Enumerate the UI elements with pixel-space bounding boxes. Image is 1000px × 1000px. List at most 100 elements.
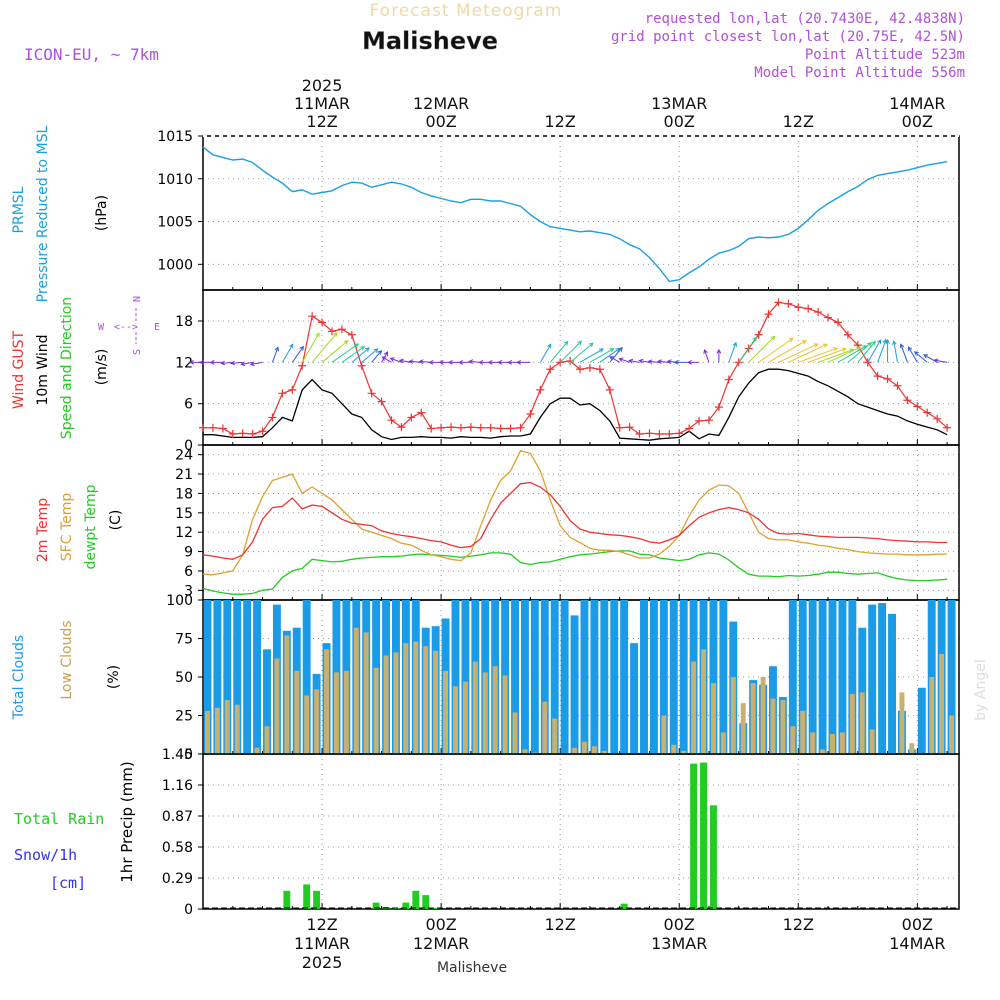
temp-sfc-label: SFC Temp xyxy=(59,493,75,562)
pressure-line xyxy=(202,146,948,283)
total-cloud-bar xyxy=(709,600,718,754)
low-cloud-bar xyxy=(691,661,697,754)
y-tick-label: 50 xyxy=(175,670,193,686)
y-tick-label: 9 xyxy=(184,545,193,561)
total-cloud-bar xyxy=(808,600,817,754)
wind-arrow-head xyxy=(867,342,872,347)
wind-arrow-head xyxy=(487,359,493,365)
temperature-labels: 2m Temp SFC Temp dewpt Temp (C) xyxy=(35,484,124,569)
time-label: 13MAR xyxy=(651,94,707,113)
wind-labels: Wind GUST 10m Wind Speed and Direction (… xyxy=(11,296,160,439)
total-cloud-bar xyxy=(798,600,807,754)
total-cloud-bar xyxy=(858,627,867,754)
wind-arrow xyxy=(817,349,854,363)
low-cloud-bar xyxy=(949,715,955,754)
dewpoint-line xyxy=(202,550,948,595)
low-cloud-bar xyxy=(492,666,498,754)
gust-marker xyxy=(387,416,396,425)
low-cloud-bar xyxy=(552,718,558,754)
time-label: 12Z xyxy=(306,112,337,131)
low-cloud-bar xyxy=(681,750,687,754)
gust-marker xyxy=(397,423,406,432)
temp-unit: (C) xyxy=(108,510,124,531)
rain-bar xyxy=(412,890,420,909)
panel-frame xyxy=(202,135,960,291)
gust-marker xyxy=(238,429,247,438)
total-cloud-bar xyxy=(679,600,688,754)
model-altitude: Model Point Altitude 556m xyxy=(754,65,965,81)
wind-arrow xyxy=(758,338,793,363)
low-cloud-bar xyxy=(542,701,548,754)
wind-arrow-head xyxy=(732,341,738,347)
total-cloud-bar xyxy=(649,600,658,754)
wind-arrow xyxy=(390,357,402,363)
low-cloud-bar xyxy=(383,655,389,754)
low-cloud-bar xyxy=(363,632,369,754)
gust-marker xyxy=(337,325,346,334)
wind-arrow xyxy=(539,344,552,363)
gust-marker xyxy=(655,429,664,438)
total-cloud-bar xyxy=(540,600,549,754)
panel-frame xyxy=(202,289,960,446)
wind-arrow-head xyxy=(373,348,379,353)
wind-arrow-head xyxy=(274,346,280,352)
low-cloud-bar xyxy=(264,726,270,754)
y-tick-label: 1.16 xyxy=(162,778,193,794)
wind-arrow-head xyxy=(647,359,653,365)
cloud-panel: 0 25 50 75 100 xyxy=(166,593,960,763)
gust-marker xyxy=(456,423,465,432)
low-cloud-bar xyxy=(304,695,310,754)
wind-arrow-head xyxy=(398,358,404,364)
wind-dir-label: Speed and Direction xyxy=(59,297,75,439)
pressure-label-desc: Pressure Reduced to MSL xyxy=(35,125,51,302)
gust-marker xyxy=(724,375,733,384)
y-tick-label: 12 xyxy=(175,355,193,371)
wind-arrow-head xyxy=(876,339,882,345)
wind-arrow xyxy=(900,344,908,363)
gust-marker xyxy=(645,429,654,438)
wind-arrow xyxy=(409,360,422,363)
gust-marker xyxy=(625,423,634,432)
total-cloud-bar xyxy=(888,613,896,754)
wind-arrow xyxy=(847,342,872,363)
low-cloud-bar xyxy=(532,752,538,754)
wind-arrow xyxy=(893,341,898,363)
gust-marker xyxy=(417,408,426,417)
wind-arrow xyxy=(648,360,660,363)
total-cloud-bar xyxy=(511,600,519,754)
gust-marker xyxy=(754,330,763,339)
pressure-panel: 1000 1005 1010 1015 xyxy=(157,129,960,291)
model-label: ICON-EU, ~ 7km xyxy=(24,45,159,64)
total-cloud-bar xyxy=(630,643,639,754)
y-tick-label: 0.29 xyxy=(162,871,193,887)
wind-arrow-head xyxy=(752,336,757,342)
requested-coords: requested lon,lat (20.7430E, 42.4838N) xyxy=(645,11,965,27)
total-cloud-bar xyxy=(223,600,232,754)
total-cloud-bar xyxy=(669,600,678,754)
gust-marker xyxy=(784,299,793,308)
gust-marker xyxy=(635,429,644,438)
gust-marker xyxy=(447,423,456,432)
total-cloud-label: Total Clouds xyxy=(11,635,27,720)
wind-gust-line xyxy=(203,301,948,435)
gust-marker xyxy=(883,374,892,383)
rain-bar xyxy=(372,902,380,909)
gust-marker xyxy=(853,341,862,350)
wind-speed-line xyxy=(203,368,948,441)
total-cloud-bar xyxy=(640,600,648,754)
wind-arrow-head xyxy=(871,340,876,346)
gust-marker xyxy=(347,330,356,339)
y-tick-label: 75 xyxy=(175,632,193,648)
total-cloud-bar xyxy=(243,600,252,754)
wind-arrow xyxy=(241,361,253,365)
rain-bar xyxy=(313,890,321,909)
snow-unit: [cm] xyxy=(50,874,86,892)
total-cloud-bar xyxy=(600,600,609,754)
gust-marker xyxy=(208,423,217,432)
wind-arrow-head xyxy=(638,358,644,364)
low-cloud-bar xyxy=(830,733,835,754)
wind-gust-label: Wind GUST xyxy=(11,330,27,409)
time-label: 12MAR xyxy=(413,934,469,953)
